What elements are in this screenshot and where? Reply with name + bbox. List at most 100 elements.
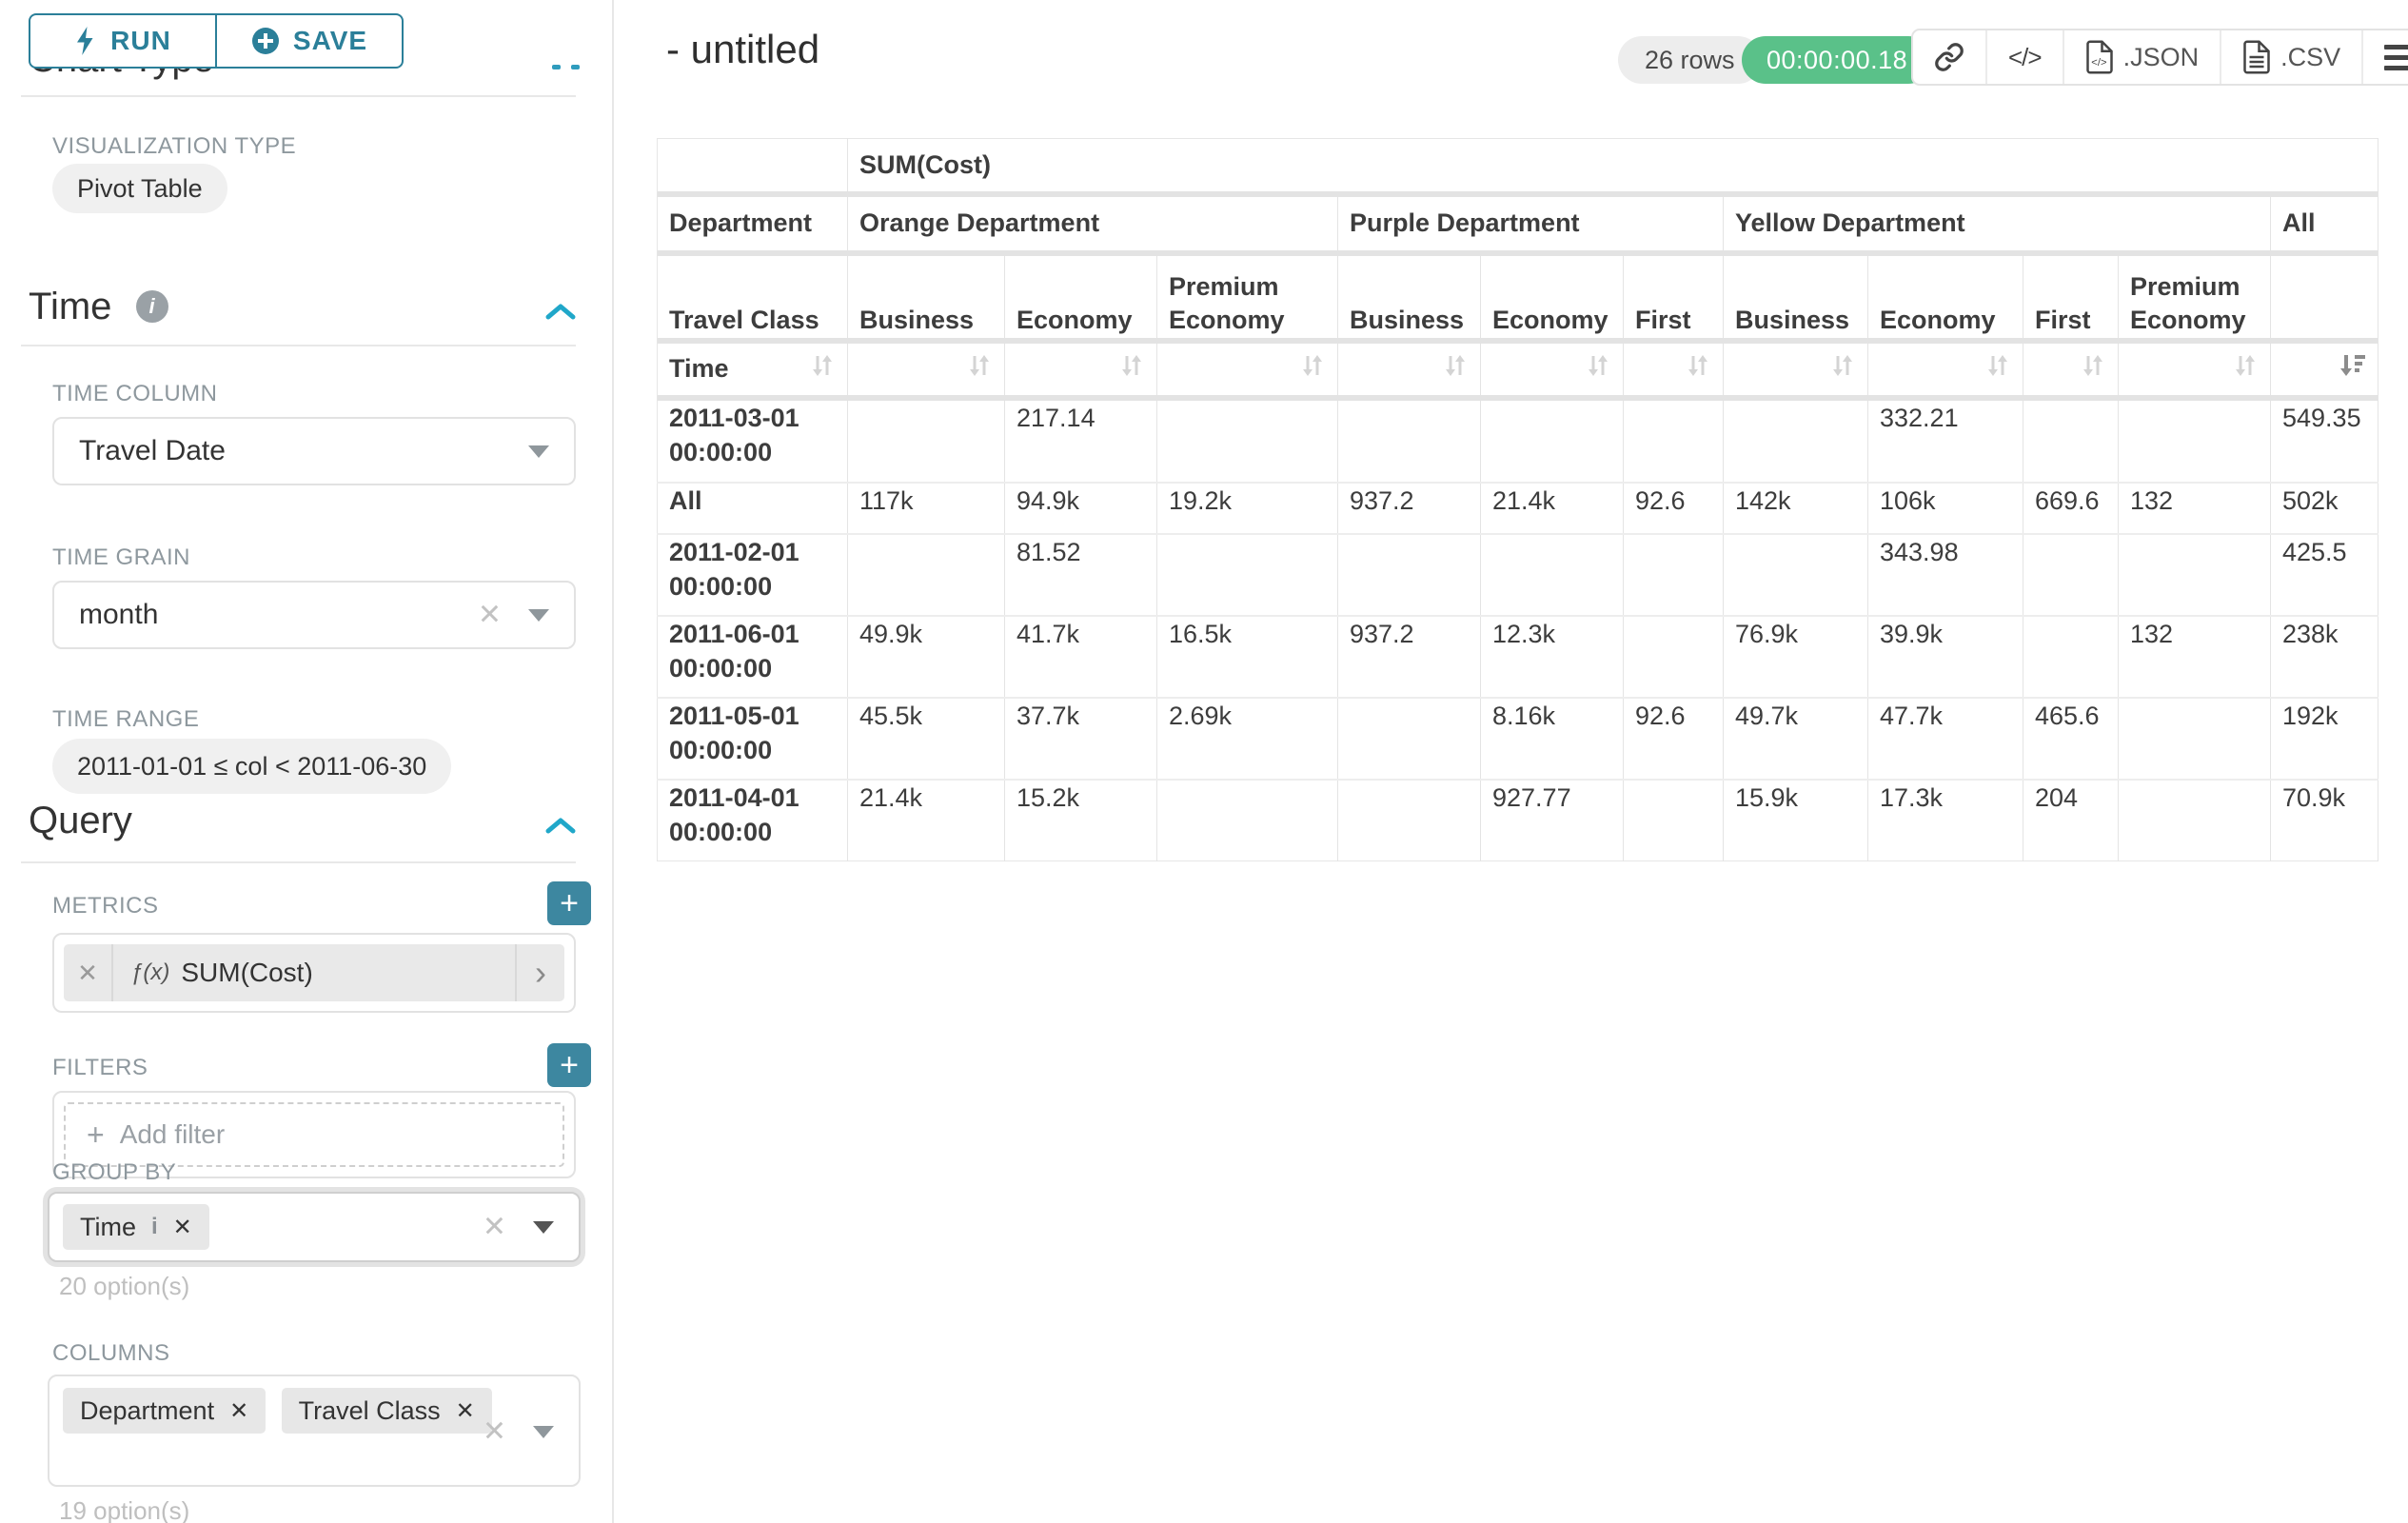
columns-select[interactable]: Department ✕ Travel Class ✕ ✕ [48,1375,581,1487]
value-cell [1623,532,1724,616]
metric-pill[interactable]: ✕ ƒ(x) SUM(Cost) › [64,944,564,1001]
save-button[interactable]: SAVE [215,15,402,67]
value-cell: 937.2 [1337,614,1481,698]
sort-desc-active-icon[interactable] [2338,351,2366,386]
run-button-label: RUN [110,26,171,55]
add-metric-button[interactable]: + [547,881,591,925]
add-filter-label: Add filter [119,1119,226,1149]
sort-icon[interactable] [2232,351,2259,386]
time-column-select[interactable]: Travel Date [52,417,576,485]
sort-cell[interactable] [1480,343,1624,395]
sort-cell[interactable] [1623,343,1724,395]
time-range-pill[interactable]: 2011-01-01 ≤ col < 2011-06-30 [52,739,452,794]
chevron-up-icon[interactable] [544,303,577,322]
value-cell [1156,532,1338,616]
clear-x-icon[interactable]: ✕ [477,599,502,631]
header-band-divider [657,394,2378,401]
remove-metric-x-icon[interactable]: ✕ [64,944,113,1001]
value-cell [2023,400,2119,483]
info-icon[interactable]: i [151,1214,158,1239]
export-toolbar: </> </> .JSON .CSV [1911,29,2408,86]
sort-icon[interactable] [1442,351,1469,386]
column-header: Economy [1867,255,2023,338]
value-cell: 49.9k [847,614,1005,698]
value-cell [1337,400,1481,483]
value-cell: 12.3k [1480,614,1624,698]
value-cell: 47.7k [1867,696,2023,780]
view-query-button[interactable]: </> [1985,30,2063,84]
value-cell: 117k [847,481,1005,534]
clipped-icon-fragment [552,65,561,69]
value-cell [2118,696,2271,780]
clear-x-icon[interactable]: ✕ [482,1415,506,1448]
sort-icon[interactable] [1118,351,1145,386]
remove-tag-x-icon[interactable]: ✕ [455,1397,475,1424]
sort-cell[interactable] [1004,343,1157,395]
sort-cell[interactable] [1723,343,1868,395]
visualization-type-label: VISUALIZATION TYPE [52,133,297,159]
time-grain-value: month [79,599,159,630]
time-axis-cell[interactable]: Time [657,343,848,395]
export-json-button[interactable]: </> .JSON [2062,30,2220,84]
sort-icon[interactable] [1984,351,2011,386]
sort-cell[interactable] [1156,343,1338,395]
sort-icon[interactable] [1585,351,1611,386]
copy-link-button[interactable] [1913,30,1985,84]
sort-cell[interactable] [1867,343,2023,395]
row-label: 2011-06-01 00:00:00 [657,614,848,698]
sort-icon[interactable] [1685,351,1711,386]
value-cell: 70.9k [2270,778,2378,861]
metrics-label: METRICS [52,893,159,919]
value-cell: 21.4k [847,778,1005,861]
sort-icon[interactable] [966,351,993,386]
department-axis-label: Department [657,196,848,250]
header-band-divider [657,190,2378,197]
columns-tag[interactable]: Travel Class ✕ [281,1388,492,1434]
clear-x-icon[interactable]: ✕ [482,1211,506,1243]
svg-text:</>: </> [2091,57,2107,69]
fx-icon: ƒ(x) [130,959,170,985]
value-cell [1337,778,1481,861]
header-band-divider [657,249,2378,256]
metrics-box: ✕ ƒ(x) SUM(Cost) › [52,933,576,1013]
export-csv-button[interactable]: .CSV [2220,30,2361,84]
value-cell: 8.16k [1480,696,1624,780]
more-menu-button[interactable] [2361,30,2408,84]
sort-cell[interactable] [2270,343,2378,395]
value-cell [1623,400,1724,483]
value-cell [1156,778,1338,861]
visualization-type-pill[interactable]: Pivot Table [52,164,227,213]
row-label: 2011-05-01 00:00:00 [657,696,848,780]
sort-icon[interactable] [809,351,836,386]
chevron-up-icon[interactable] [544,817,577,836]
sort-cell[interactable] [1337,343,1481,395]
remove-tag-x-icon[interactable]: ✕ [172,1214,192,1240]
info-icon[interactable]: i [135,290,168,323]
columns-tag[interactable]: Department ✕ [63,1388,266,1434]
sort-icon[interactable] [1829,351,1856,386]
add-filter-plus-button[interactable]: + [547,1043,591,1087]
metric-expand-chevron-icon[interactable]: › [515,944,564,1001]
sort-cell[interactable] [847,343,1005,395]
sort-cell[interactable] [2023,343,2119,395]
value-cell: 39.9k [1867,614,2023,698]
time-grain-select[interactable]: month ✕ [52,581,576,649]
sort-icon[interactable] [2080,351,2106,386]
remove-tag-x-icon[interactable]: ✕ [229,1397,249,1424]
run-button[interactable]: RUN [30,15,215,67]
value-cell: 669.6 [2023,481,2119,534]
group-by-label: GROUP BY [52,1159,177,1185]
caret-down-icon [528,609,549,622]
chart-title[interactable]: - untitled [666,27,820,71]
table-row: 2011-06-01 00:00:00 49.9k 41.7k 16.5k 937.2 1… [657,614,2378,698]
group-by-tag[interactable]: Time i ✕ [63,1204,209,1250]
sort-cell[interactable] [2118,343,2271,395]
group-by-select[interactable]: Time i ✕ ✕ [48,1192,581,1262]
header-band-divider [657,337,2378,344]
value-cell: 217.14 [1004,400,1157,483]
query-timer-badge: 00:00:00.18 [1742,36,1933,84]
sort-icon[interactable] [1299,351,1326,386]
add-filter-button[interactable]: + Add filter [64,1102,564,1167]
tag-label: Travel Class [298,1395,441,1425]
